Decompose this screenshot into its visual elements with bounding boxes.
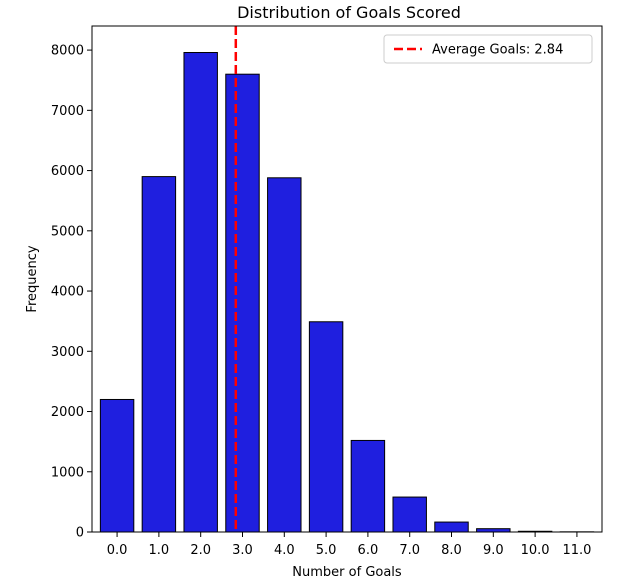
- x-axis-label: Number of Goals: [292, 565, 402, 580]
- plot-frame: [91, 25, 603, 533]
- bar-8.0: [434, 521, 469, 533]
- bar-0.0: [99, 398, 135, 533]
- y-tick-label: 6000: [51, 164, 84, 179]
- x-tick-label: 9.0: [483, 543, 504, 558]
- x-tick-label: 5.0: [316, 543, 337, 558]
- y-tick-label: 3000: [51, 345, 84, 360]
- bar-1.0: [141, 176, 177, 533]
- bar-7.0: [392, 496, 427, 533]
- y-axis-label: Frequency: [25, 245, 40, 312]
- legend-average-label: Average Goals: 2.84: [432, 43, 563, 58]
- bar-3.0: [225, 73, 260, 533]
- x-tick-label: 1.0: [149, 543, 170, 558]
- bar-6.0: [350, 439, 386, 533]
- bar-5.0: [308, 321, 344, 533]
- legend: Average Goals: 2.84: [383, 34, 593, 64]
- x-tick-label: 11.0: [562, 543, 591, 558]
- x-tick-label: 7.0: [399, 543, 420, 558]
- bars-group: [99, 52, 595, 533]
- legend-box: [383, 34, 593, 64]
- chart-title: Distribution of Goals Scored: [237, 3, 461, 22]
- x-tick-label: 10.0: [521, 543, 550, 558]
- y-tick-label: 2000: [51, 405, 84, 420]
- y-tick-label: 7000: [51, 104, 84, 119]
- y-tick-label: 5000: [51, 224, 84, 239]
- y-tick-label: 1000: [51, 465, 84, 480]
- bar-4.0: [267, 177, 302, 533]
- x-tick-label: 2.0: [190, 543, 211, 558]
- y-tick-label: 4000: [51, 285, 84, 300]
- y-tick-label: 0: [76, 526, 84, 541]
- bar-2.0: [183, 52, 218, 533]
- y-axis-ticks: 0 1000 2000 3000 4000 5000 6000 7000 8000: [51, 44, 92, 541]
- x-tick-label: 3.0: [232, 543, 253, 558]
- y-tick-label: 8000: [51, 44, 84, 59]
- x-tick-label: 8.0: [441, 543, 462, 558]
- x-tick-label: 0.0: [107, 543, 128, 558]
- x-axis-ticks: 0.0 1.0 2.0 3.0 4.0 5.0 6.0 7.0 8.0 9.0 10.0 11.0: [107, 532, 591, 558]
- x-tick-label: 6.0: [358, 543, 379, 558]
- x-tick-label: 4.0: [274, 543, 295, 558]
